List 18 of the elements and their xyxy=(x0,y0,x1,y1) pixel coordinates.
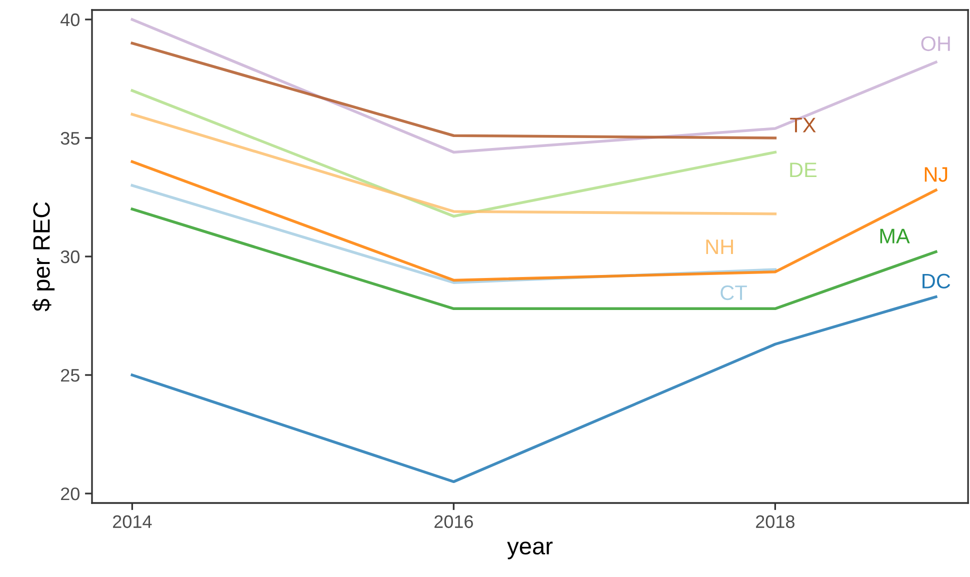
series-label: OH xyxy=(921,36,950,52)
series-label: TX xyxy=(790,118,816,132)
series-label: MA xyxy=(880,228,910,244)
x-tick-label: 2018 xyxy=(756,515,794,528)
y-axis-title: $ per REC xyxy=(32,202,55,312)
y-tick-label: 25 xyxy=(61,368,80,382)
x-tick-label: 2014 xyxy=(113,515,152,528)
series-label: DC xyxy=(922,274,950,288)
x-axis-title: year xyxy=(507,542,553,560)
series-label: DE xyxy=(790,162,817,178)
x-tick-label: 2016 xyxy=(434,515,473,528)
series-label: CT xyxy=(720,285,747,300)
y-tick-label: 35 xyxy=(60,132,80,145)
y-tick-label: 20 xyxy=(61,487,80,500)
y-tick-label: 40 xyxy=(60,13,80,26)
series-label: NJ xyxy=(924,167,948,182)
series-label: NH xyxy=(706,240,733,254)
y-tick-label: 30 xyxy=(60,250,80,264)
